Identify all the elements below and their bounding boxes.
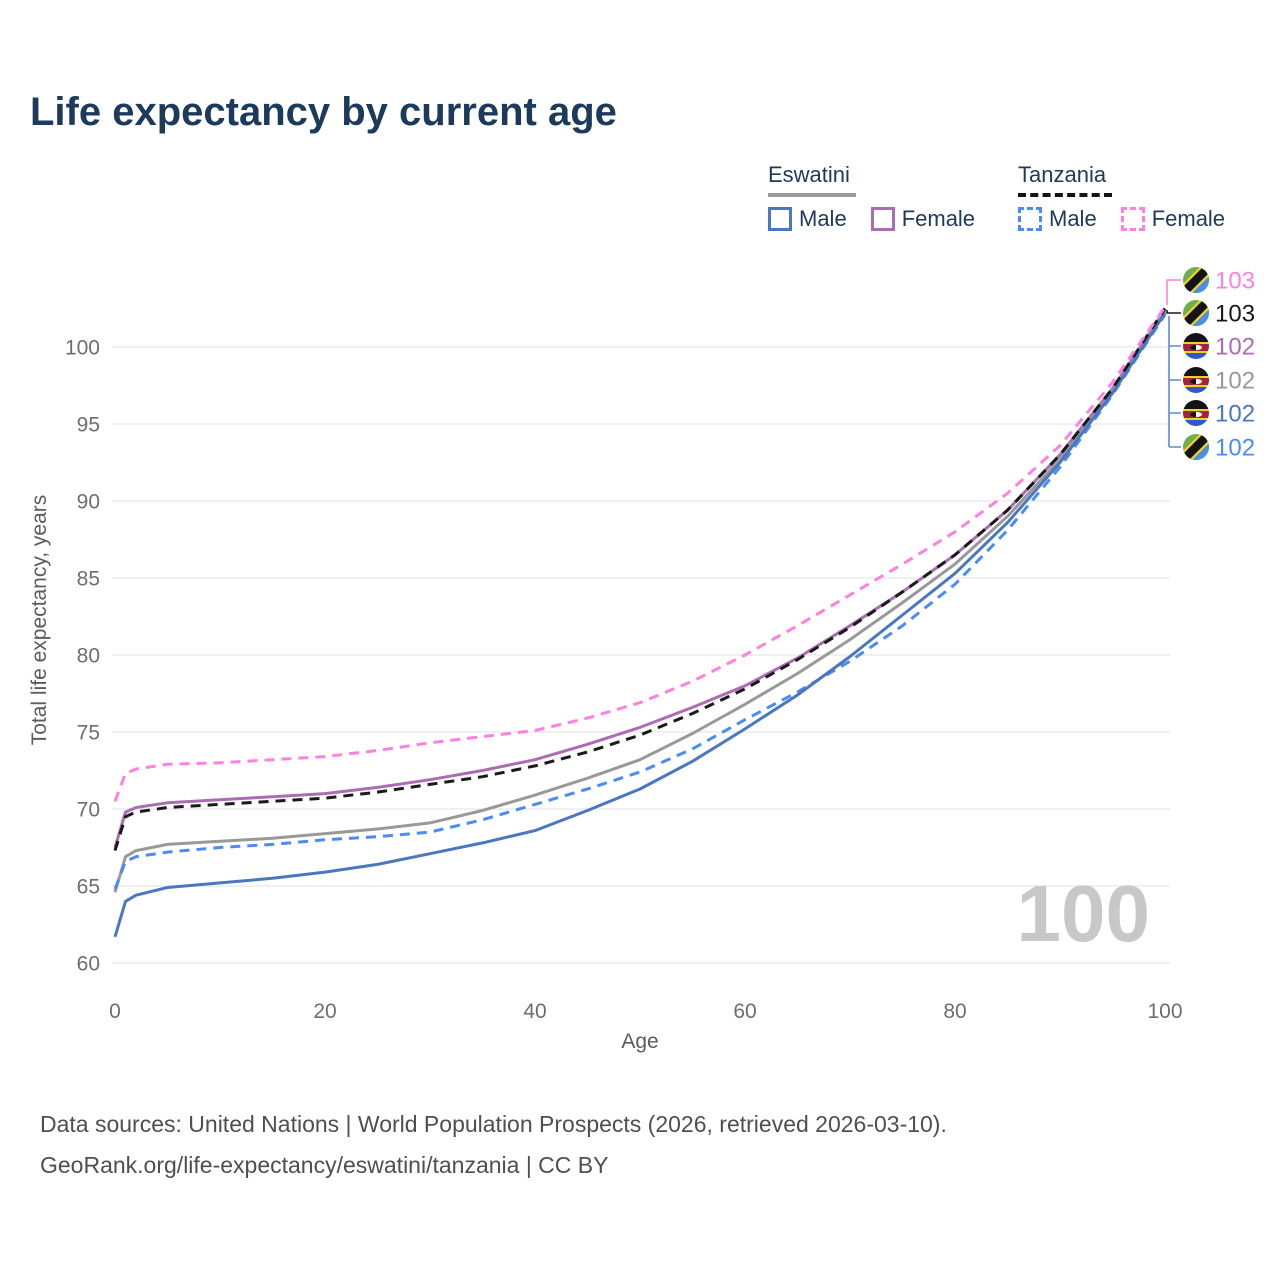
x-tick-label-100: 100 xyxy=(1147,1000,1182,1023)
x-axis-title: Age xyxy=(621,1030,658,1053)
series-line-tz_male[interactable] xyxy=(113,313,1167,890)
y-tick-label-100: 100 xyxy=(65,336,100,359)
flag-yellow-stripe xyxy=(1183,385,1209,387)
eswatini-flag-icon xyxy=(1183,367,1209,393)
legend-label: Female xyxy=(901,206,976,231)
x-tick-label-0: 0 xyxy=(109,1000,121,1023)
flag-black-band xyxy=(1183,300,1209,326)
end-label-value-tz_both: 103 xyxy=(1215,300,1255,327)
legend-group-tanzania: Tanzania Male Female xyxy=(1018,162,1225,231)
y-tick-label-75: 75 xyxy=(77,721,100,744)
legend-item-tanzania-male[interactable]: Male xyxy=(1018,206,1097,232)
flag-black-band xyxy=(1183,434,1209,460)
flag-shield-dark-half xyxy=(1190,344,1196,351)
end-label-value-es_both: 102 xyxy=(1215,367,1255,394)
legend-country-tanzania[interactable]: Tanzania xyxy=(1018,162,1113,197)
y-axis-title: Total life expectancy, years xyxy=(28,495,51,746)
x-tick-label-20: 20 xyxy=(313,1000,336,1023)
series-line-es_both[interactable] xyxy=(113,310,1167,893)
end-label-value-tz_male: 102 xyxy=(1215,434,1255,461)
series-line-es_female[interactable] xyxy=(113,309,1167,848)
eswatini-male-swatch-icon xyxy=(768,207,792,231)
series-line-tz_both[interactable] xyxy=(113,307,1167,852)
watermark-age: 100 xyxy=(1017,869,1150,958)
tanzania-flag-icon xyxy=(1183,300,1209,326)
legend-label: Female xyxy=(1151,206,1226,231)
eswatini-female-swatch-icon xyxy=(870,207,895,231)
legend-group-eswatini: Eswatini Male Female xyxy=(768,162,975,231)
leader-line-tz-both xyxy=(1166,310,1181,314)
x-tick-label-60: 60 xyxy=(733,1000,756,1023)
y-tick-label-60: 60 xyxy=(77,952,100,975)
series-line-es_male[interactable] xyxy=(113,312,1167,938)
flag-yellow-stripe xyxy=(1183,376,1209,378)
legend-item-eswatini-female[interactable]: Female xyxy=(870,206,976,232)
legend-item-eswatini-male[interactable]: Male xyxy=(768,206,847,232)
data-sources-text: Data sources: United Nations | World Pop… xyxy=(40,1111,947,1137)
page-title: Life expectancy by current age xyxy=(30,90,617,134)
series-line-tz_female[interactable] xyxy=(113,306,1167,802)
flag-blue-band xyxy=(1183,353,1209,359)
eswatini-flag-icon xyxy=(1183,333,1209,359)
x-tick-label-80: 80 xyxy=(943,1000,966,1023)
leader-bracket xyxy=(1168,316,1181,448)
flag-yellow-stripe xyxy=(1183,351,1209,353)
flag-yellow-stripe xyxy=(1183,409,1209,411)
tanzania-male-swatch-icon xyxy=(1018,207,1042,231)
y-tick-label-80: 80 xyxy=(77,644,100,667)
y-tick-label-65: 65 xyxy=(77,875,100,898)
end-label-value-tz_female: 103 xyxy=(1215,267,1255,294)
flag-black-band xyxy=(1183,400,1209,409)
flag-blue-band xyxy=(1183,387,1209,393)
end-label-value-es_female: 102 xyxy=(1215,333,1255,360)
legend-item-tanzania-female[interactable]: Female xyxy=(1120,206,1226,232)
flag-yellow-stripe xyxy=(1183,342,1209,344)
legend-country-eswatini[interactable]: Eswatini xyxy=(768,162,856,197)
flag-black-band xyxy=(1183,267,1209,293)
y-tick-label-90: 90 xyxy=(77,490,100,513)
x-tick-label-40: 40 xyxy=(523,1000,546,1023)
y-tick-label-70: 70 xyxy=(77,798,100,821)
tanzania-flag-icon xyxy=(1183,434,1209,460)
flag-shield-dark-half xyxy=(1190,411,1196,418)
flag-shield-dark-half xyxy=(1190,378,1196,385)
footer: Data sources: United Nations | World Pop… xyxy=(40,1104,947,1186)
attribution-link-text[interactable]: GeoRank.org/life-expectancy/eswatini/tan… xyxy=(40,1152,609,1178)
leader-line-tz-female xyxy=(1166,279,1181,305)
flag-yellow-stripe xyxy=(1183,418,1209,420)
flag-black-band xyxy=(1183,333,1209,342)
eswatini-flag-icon xyxy=(1183,400,1209,426)
legend-label: Male xyxy=(1049,206,1097,231)
flag-black-band xyxy=(1183,367,1209,376)
legend-label: Male xyxy=(799,206,847,231)
y-tick-label-85: 85 xyxy=(77,567,100,590)
flag-blue-band xyxy=(1183,420,1209,426)
end-label-value-es_male: 102 xyxy=(1215,400,1255,427)
y-tick-label-95: 95 xyxy=(77,413,100,436)
tanzania-female-swatch-icon xyxy=(1120,207,1145,231)
tanzania-flag-icon xyxy=(1183,267,1209,293)
